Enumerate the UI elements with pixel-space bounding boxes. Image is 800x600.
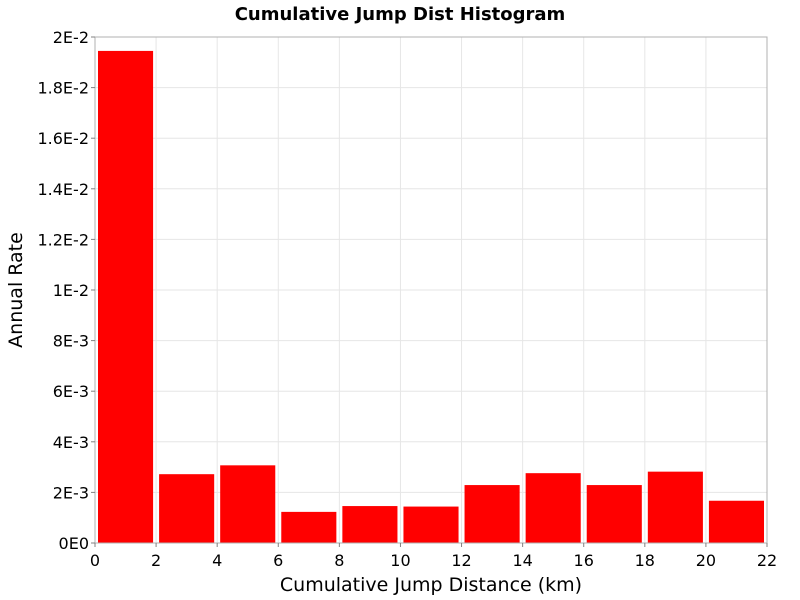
histogram-bar: [403, 506, 459, 543]
x-tick-label: 6: [273, 551, 283, 570]
histogram-bar: [281, 511, 337, 543]
x-tick-label: 12: [451, 551, 471, 570]
x-tick-label: 8: [334, 551, 344, 570]
x-tick-label: 10: [390, 551, 410, 570]
y-tick-label: 4E-3: [53, 433, 89, 452]
histogram-bar: [464, 485, 520, 543]
y-tick-label: 1.8E-2: [37, 79, 89, 98]
y-tick-label: 1.4E-2: [37, 180, 89, 199]
x-tick-label: 22: [757, 551, 777, 570]
histogram-bar: [586, 485, 642, 543]
y-tick-label: 1.6E-2: [37, 129, 89, 148]
x-axis-label: Cumulative Jump Distance (km): [280, 574, 582, 596]
x-tick-label: 0: [90, 551, 100, 570]
y-tick-label: 1.2E-2: [37, 230, 89, 249]
y-tick-label: 2E-3: [53, 483, 89, 502]
histogram-bar: [220, 465, 276, 543]
histogram-bar: [98, 50, 154, 543]
x-tick-label: 4: [212, 551, 222, 570]
histogram-bar: [647, 471, 703, 543]
histogram-bar: [159, 474, 215, 543]
y-tick-label: 6E-3: [53, 382, 89, 401]
x-tick-label: 18: [635, 551, 655, 570]
histogram-bar: [708, 500, 764, 543]
y-tick-label: 8E-3: [53, 332, 89, 351]
bar-layer: [98, 50, 764, 543]
histogram-bar: [525, 473, 581, 543]
histogram-bar: [342, 506, 398, 543]
x-tick-label: 2: [151, 551, 161, 570]
x-tick-label: 14: [512, 551, 532, 570]
grid-layer: [94, 36, 768, 544]
x-tick-label: 20: [696, 551, 716, 570]
x-tick-label: 16: [574, 551, 594, 570]
chart-title: Cumulative Jump Dist Histogram: [235, 4, 566, 25]
y-axis-label: Annual Rate: [5, 232, 27, 348]
y-tick-label: 1E-2: [53, 281, 89, 300]
y-tick-label: 2E-2: [53, 28, 89, 47]
y-tick-label: 0E0: [59, 534, 89, 553]
tick-layer: 0 2 4 6 8 10 12 14 16 18 20 22 0E0 2E-3 4E-3 6E-3 8E-3 1E…: [37, 28, 777, 570]
